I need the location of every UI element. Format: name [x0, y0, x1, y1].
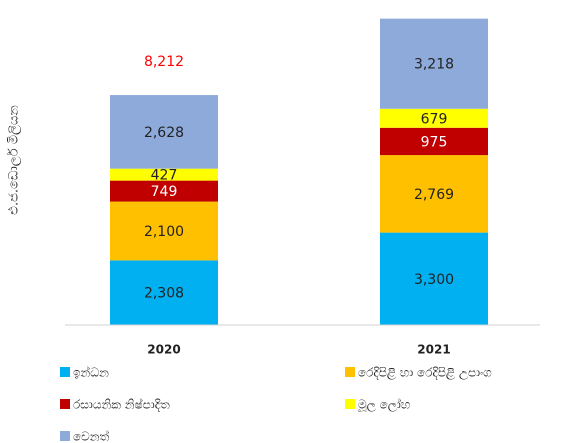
y-axis-label: එ.ජ.ඩොලර් මිලියන	[6, 105, 22, 215]
legend-swatch	[345, 367, 355, 377]
legend-swatch	[345, 399, 355, 409]
legend-swatch	[60, 399, 70, 409]
data-label: 3,300	[414, 272, 454, 288]
legend-label: ඉන්ධන	[73, 365, 109, 379]
total-label: 8,212	[144, 54, 184, 70]
bar-segment	[380, 127, 488, 156]
legend-label: රසායනික නිෂ්පාදිත	[73, 397, 170, 411]
bar-segment	[110, 180, 218, 202]
legend-label: වෙනත්	[73, 429, 110, 443]
bar-segment	[110, 201, 218, 261]
legend-label: රෙදිපිළි හා රෙදිපිළි උපාංග	[358, 366, 492, 381]
data-label: 3,218	[414, 57, 454, 73]
legend-label: මූල ලෝහ	[358, 398, 411, 413]
data-label: 427	[151, 168, 178, 184]
bar-segment	[380, 232, 488, 325]
data-label: 975	[421, 134, 448, 150]
data-label: 2,100	[144, 224, 184, 240]
bar-segment	[110, 168, 218, 181]
data-label: 2,628	[144, 125, 184, 141]
bar-segment	[380, 18, 488, 109]
bar-segment	[380, 155, 488, 233]
bar-segment	[110, 260, 218, 325]
data-label: 2,308	[144, 286, 184, 302]
legend-swatch	[60, 431, 70, 441]
data-label: 679	[421, 111, 448, 127]
x-tick-label: 2021	[417, 343, 450, 357]
bar-segment	[380, 108, 488, 128]
bar-segment	[110, 95, 218, 169]
data-label: 2,769	[414, 187, 454, 203]
data-label: 749	[151, 184, 178, 200]
legend-swatch	[60, 367, 70, 377]
x-tick-label: 2020	[147, 343, 180, 357]
